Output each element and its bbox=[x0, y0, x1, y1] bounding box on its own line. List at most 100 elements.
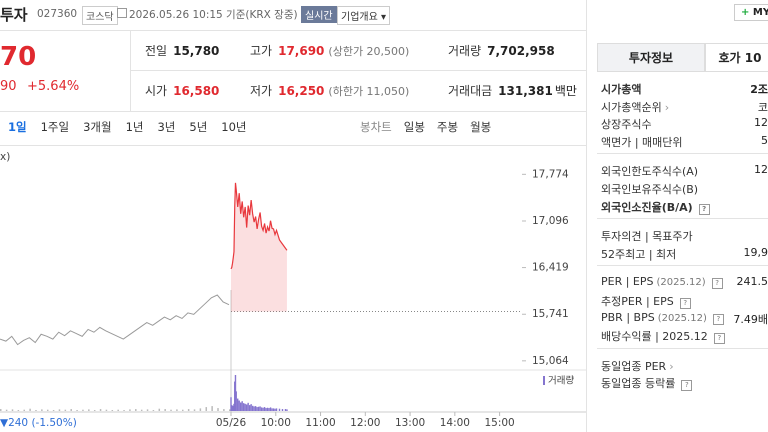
volume-bar bbox=[41, 409, 43, 411]
info-row: 외국인소진율(B/A)? bbox=[601, 199, 710, 215]
info-label: 추정PER | EPS bbox=[601, 295, 674, 308]
realtime-badge: 실시간 bbox=[301, 6, 337, 23]
volume-bar bbox=[176, 409, 178, 411]
volume-bar bbox=[250, 404, 252, 411]
info-label: 동일업종 등락률 bbox=[601, 377, 676, 391]
y-tick-label: 17,096 bbox=[532, 215, 569, 227]
today-area bbox=[231, 182, 287, 312]
period-tabs: 1일 1주일 3개월 1년 3년 5년 10년 bbox=[8, 119, 247, 135]
volume-bar bbox=[164, 409, 166, 411]
period-tab[interactable]: 3년 bbox=[157, 120, 176, 134]
volume-bar bbox=[211, 406, 213, 411]
volume-bar bbox=[129, 409, 131, 411]
volume-bar bbox=[266, 407, 269, 411]
info-row: 배당수익률 | 2025.12? bbox=[601, 328, 725, 345]
volume-bar bbox=[111, 410, 114, 411]
divider bbox=[0, 145, 586, 146]
side-tab[interactable]: 투자정보 bbox=[597, 43, 705, 72]
info-value: 코 bbox=[757, 100, 768, 114]
market-badge: 코스닥 bbox=[82, 6, 118, 25]
info-label: 투자의견 | 목표주가 bbox=[601, 230, 693, 244]
stat-unit: 백만 bbox=[554, 84, 577, 98]
volume-bar bbox=[251, 405, 254, 411]
stock-code: 027360 bbox=[37, 8, 78, 20]
volume-bar bbox=[244, 403, 246, 411]
help-icon: ? bbox=[698, 203, 710, 215]
volume-legend-swatch bbox=[543, 376, 545, 385]
candle-tab[interactable]: 봉차트 bbox=[360, 120, 392, 134]
stat-value: 17,690 bbox=[278, 44, 325, 58]
candle-tab[interactable]: 월봉 bbox=[470, 120, 492, 134]
volume-bar bbox=[272, 408, 275, 411]
x-tick-label: 11:00 bbox=[305, 417, 335, 429]
stat-label: 거래대금 bbox=[448, 84, 493, 98]
volume-bar bbox=[254, 406, 257, 411]
compare-label: ▼240 (-1.50%) bbox=[0, 417, 77, 429]
volume-bar bbox=[237, 398, 239, 411]
stat-value: 131,381 bbox=[498, 84, 553, 98]
volume-bar bbox=[278, 408, 281, 411]
volume-bar bbox=[257, 406, 260, 411]
period-tab[interactable]: 5년 bbox=[189, 120, 208, 134]
y-tick-label: 16,419 bbox=[532, 262, 569, 274]
arrow-icon: › bbox=[669, 359, 674, 373]
x-tick-label: 05/26 bbox=[216, 417, 247, 429]
stat: 고가 17,690 (상한가 20,500) bbox=[250, 42, 409, 59]
info-value: 7.49배 bbox=[733, 312, 768, 326]
info-row: PER | EPS (2025.12)? bbox=[601, 275, 723, 290]
volume-bar bbox=[158, 408, 161, 411]
stat-value: 16,250 bbox=[278, 84, 325, 98]
volume-bar bbox=[152, 410, 155, 411]
period-tab[interactable]: 1년 bbox=[125, 120, 144, 134]
volume-bar bbox=[88, 409, 90, 411]
company-info-button[interactable]: 기업개요 ▾ bbox=[337, 6, 391, 25]
stat: 전일 15,780 bbox=[145, 42, 219, 59]
today-line bbox=[230, 182, 288, 270]
x-tick-label: 13:00 bbox=[395, 417, 425, 429]
stat-label: 전일 bbox=[145, 44, 168, 58]
volume-bar bbox=[223, 409, 225, 411]
period-tab[interactable]: 1주일 bbox=[40, 120, 70, 134]
info-value: 19,9 bbox=[743, 245, 768, 259]
volume-bar bbox=[241, 401, 243, 411]
volume-bar bbox=[233, 403, 235, 411]
volume-bar bbox=[253, 406, 255, 411]
info-label: 외국인소진율(B/A) bbox=[601, 200, 693, 214]
volume-bar bbox=[70, 409, 72, 411]
x-tick-label: 10:00 bbox=[261, 417, 291, 429]
period-tab[interactable]: 1일 bbox=[8, 120, 27, 134]
divider bbox=[597, 347, 768, 349]
volume-bar bbox=[93, 410, 96, 411]
volume-bar bbox=[46, 409, 49, 411]
volume-bar bbox=[271, 408, 273, 411]
info-label: 외국인보유주식수(B) bbox=[601, 183, 699, 196]
divider bbox=[0, 111, 586, 112]
candle-tab[interactable]: 주봉 bbox=[436, 120, 459, 134]
volume-bar bbox=[242, 403, 245, 411]
divider bbox=[130, 31, 131, 111]
info-row: 52주최고 | 최저 bbox=[601, 246, 676, 262]
info-label: 배당수익률 | 2025.12 bbox=[601, 330, 708, 344]
volume-bar bbox=[182, 409, 184, 411]
divider bbox=[586, 0, 587, 432]
period-tab[interactable]: 3개월 bbox=[83, 120, 112, 134]
change: 90 bbox=[0, 79, 17, 94]
volume-bar bbox=[234, 381, 236, 411]
volume-bar bbox=[23, 409, 25, 411]
volume-bar bbox=[231, 405, 233, 411]
side-tab[interactable]: 호가 10 bbox=[705, 43, 768, 72]
candle-tab[interactable]: 일봉 bbox=[403, 120, 425, 134]
volume-bar bbox=[235, 391, 237, 411]
price-chart: x) ▼240 (-1.50%) 거래량 17,774 17,096 16,419 15,7… bbox=[0, 151, 586, 429]
my-text: MY bbox=[752, 7, 768, 18]
x-tick-label: 14:00 bbox=[440, 417, 470, 429]
volume-bar bbox=[140, 409, 143, 411]
my-button[interactable]: + MY bbox=[734, 4, 768, 21]
stock-name: 투자 bbox=[0, 6, 28, 24]
stat-label: 저가 bbox=[250, 84, 273, 98]
stat-label: 거래량 bbox=[448, 44, 482, 58]
period-tab[interactable]: 10년 bbox=[221, 120, 247, 134]
corner-label: x) bbox=[0, 151, 10, 163]
